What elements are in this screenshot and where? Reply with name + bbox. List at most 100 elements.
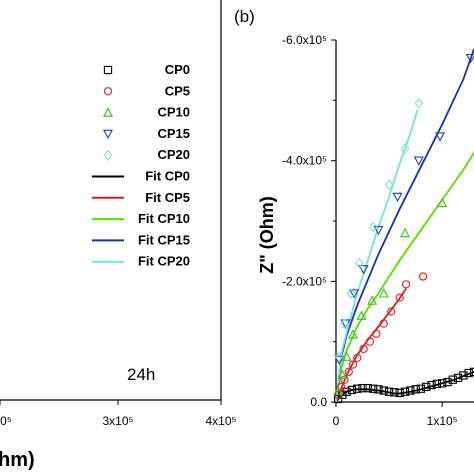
data-point <box>414 97 424 109</box>
legend-label: CP15 <box>157 126 190 141</box>
right-y-tick-label: 0.0 <box>310 395 327 409</box>
legend-label: Fit CP15 <box>138 232 190 247</box>
data-point <box>355 257 364 269</box>
data-point <box>374 385 383 394</box>
data-point <box>400 143 410 155</box>
right-panel: (b) 0.0 -2.0x10⁵ -4.0x10⁵ -6.0x10⁵ 0 1x10⁵ Z… <box>234 7 474 428</box>
legend-entry: Fit CP20 <box>92 254 190 269</box>
data-point <box>384 387 394 396</box>
left-panel-annotation-24h: 24h <box>127 365 155 384</box>
data-point <box>337 369 348 380</box>
right-y-tick-label: -4.0x10⁵ <box>282 154 327 168</box>
data-point <box>413 156 424 166</box>
legend-label: Fit CP0 <box>145 169 190 184</box>
data-point <box>418 272 428 281</box>
left-panel-x-axis-title-fragment: hm) <box>0 449 35 471</box>
left-x-tick-label: 3x10⁵ <box>103 414 134 428</box>
series-cp20 <box>334 97 424 363</box>
legend-marker <box>103 149 113 161</box>
legend-marker <box>103 65 113 75</box>
data-point <box>416 384 426 393</box>
legend-label: CP20 <box>157 147 190 162</box>
right-x-tick-label: 0 <box>333 414 340 428</box>
data-point <box>358 383 367 393</box>
data-point <box>373 225 384 236</box>
data-point <box>340 318 349 330</box>
data-point <box>353 384 362 393</box>
data-point <box>465 53 474 64</box>
data-point <box>395 293 404 302</box>
right-y-tick-label: -2.0x10⁵ <box>282 274 327 288</box>
data-point <box>334 351 344 363</box>
legend-marker <box>102 129 114 140</box>
data-point <box>341 351 352 361</box>
data-point <box>411 385 420 394</box>
data-point <box>347 385 357 395</box>
data-point <box>348 360 358 369</box>
data-point <box>378 288 389 298</box>
legend-entry: Fit CP15 <box>92 232 190 247</box>
right-x-tick-label: 1x10⁵ <box>427 414 458 428</box>
data-point <box>453 373 463 383</box>
left-x-tick-label: 0⁵ <box>0 414 12 428</box>
data-point <box>384 179 394 191</box>
right-panel-y-axis-title: Z" (Ohm) <box>257 196 277 274</box>
data-point <box>367 295 378 305</box>
fit-line-fit-cp20 <box>335 109 419 403</box>
data-point <box>406 386 415 395</box>
fit-line-fit-cp15 <box>335 48 474 403</box>
data-point <box>346 287 356 299</box>
data-point <box>392 192 403 203</box>
data-point <box>399 227 411 238</box>
legend-label: CP10 <box>157 105 190 120</box>
series-cp0 <box>333 367 474 404</box>
legend-entry: Fit CP5 <box>92 190 190 205</box>
data-point <box>395 388 404 398</box>
legend-label: Fit CP10 <box>138 211 190 226</box>
legend-entry: CP10 <box>102 105 190 120</box>
legend-label: CP0 <box>165 62 190 77</box>
data-point <box>340 375 349 384</box>
data-point <box>438 379 447 388</box>
data-point <box>400 387 410 396</box>
data-point <box>448 375 457 384</box>
data-point <box>379 319 388 328</box>
data-point <box>464 368 473 378</box>
legend-entry: CP20 <box>103 147 190 162</box>
data-point <box>334 355 345 366</box>
right-y-tick-label: -6.0x10⁵ <box>282 33 327 47</box>
data-point <box>342 387 351 396</box>
data-point <box>363 383 372 393</box>
series-cp10 <box>333 197 448 396</box>
data-point <box>459 371 468 380</box>
data-point <box>356 310 367 320</box>
data-point <box>387 307 396 316</box>
left-panel: 0⁵ 3x10⁵ 4x10⁵ hm) 24h CP0 CP5 CP10 CP15 CP20 F… <box>0 0 237 471</box>
legend-entry: Fit CP0 <box>92 169 190 184</box>
data-point <box>427 380 436 390</box>
data-point <box>358 265 369 275</box>
data-point <box>437 197 448 208</box>
data-point <box>432 379 441 389</box>
legend-marker <box>103 87 113 96</box>
data-point <box>435 132 446 142</box>
data-point <box>443 377 452 387</box>
legend-label: CP5 <box>165 83 190 98</box>
data-point <box>353 353 362 363</box>
legend-entry: CP15 <box>102 126 190 141</box>
right-plot-area <box>333 48 474 404</box>
left-x-tick-label: 4x10⁵ <box>206 414 237 428</box>
panel-label-b: (b) <box>234 7 255 26</box>
data-point <box>349 289 360 299</box>
legend: CP0 CP5 CP10 CP15 CP20 Fit CP0 Fit CP5 Fit CP10… <box>92 62 190 269</box>
legend-label: Fit CP5 <box>145 190 190 205</box>
legend-entry: CP5 <box>103 83 190 98</box>
legend-entry: Fit CP10 <box>92 211 190 226</box>
data-point <box>359 344 368 354</box>
data-point <box>344 367 353 376</box>
data-point <box>379 386 388 395</box>
data-point <box>333 385 344 396</box>
data-point <box>365 337 375 346</box>
legend-label: Fit CP20 <box>138 254 190 269</box>
